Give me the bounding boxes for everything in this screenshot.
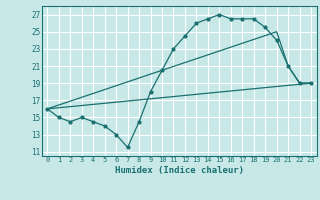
X-axis label: Humidex (Indice chaleur): Humidex (Indice chaleur) — [115, 166, 244, 175]
